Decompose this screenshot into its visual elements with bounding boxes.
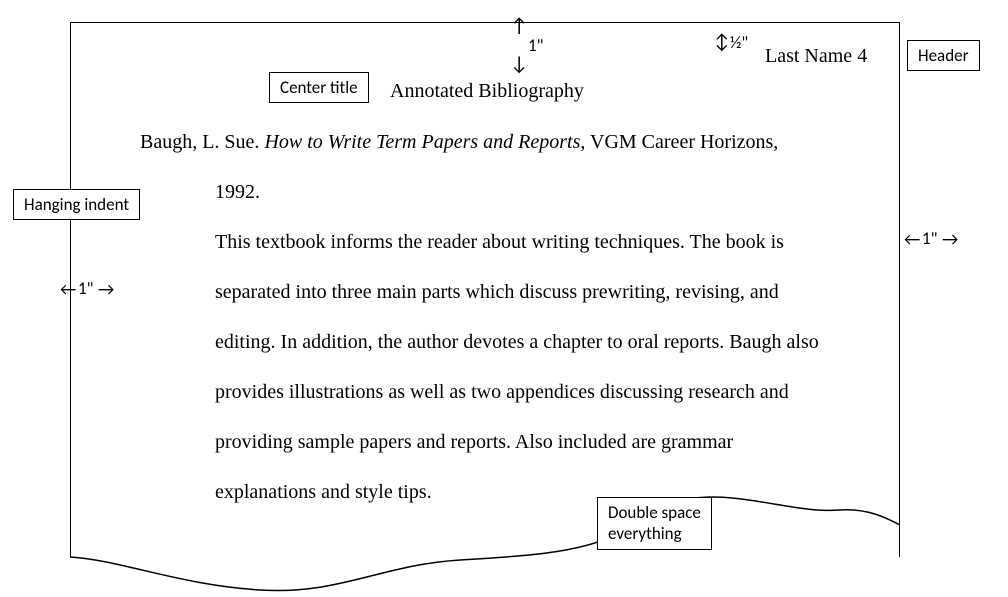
annotation-line-5: providing sample papers and reports. Als… [215, 431, 733, 454]
arrow-down-icon: ↓ [510, 52, 528, 76]
margin-top-label: 1" [528, 35, 543, 56]
margin-header-label: ½" [730, 32, 748, 53]
arrow-left-icon: ← [60, 278, 76, 300]
page-title: Annotated Bibliography [390, 80, 584, 103]
arrow-up-icon: ↑ [510, 14, 528, 38]
arrow-right-icon: → [98, 278, 114, 300]
callout-double-space: Double space everything [597, 497, 712, 550]
annotation-line-1: This textbook informs the reader about w… [215, 231, 784, 254]
arrow-right-icon-r: → [942, 228, 958, 250]
margin-left-label: 1" [78, 278, 93, 299]
callout-header: Header [907, 40, 980, 71]
annotation-line-4: provides illustrations as well as two ap… [215, 381, 789, 404]
running-head: Last Name 4 [765, 45, 867, 68]
arrow-updown-icon: ↕ [714, 30, 730, 54]
citation-line-1: Baugh, L. Sue. How to Write Term Papers … [140, 131, 778, 154]
callout-hanging-indent: Hanging indent [13, 189, 140, 220]
citation-year: 1992. [215, 181, 260, 204]
arrow-left-icon-r: ← [904, 228, 920, 250]
citation-author: Baugh, L. Sue. [140, 131, 264, 153]
annotation-line-3: editing. In addition, the author devotes… [215, 331, 819, 354]
annotation-line-6: explanations and style tips. [215, 481, 432, 504]
citation-rest: , VGM Career Horizons, [580, 131, 778, 153]
citation-title: How to Write Term Papers and Reports [264, 131, 580, 153]
annotation-line-2: separated into three main parts which di… [215, 281, 779, 304]
margin-right-label: 1" [922, 228, 937, 249]
callout-center-title: Center title [269, 72, 369, 103]
